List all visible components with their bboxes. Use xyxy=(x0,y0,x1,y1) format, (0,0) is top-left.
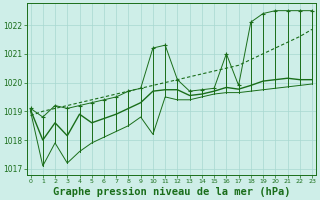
X-axis label: Graphe pression niveau de la mer (hPa): Graphe pression niveau de la mer (hPa) xyxy=(52,186,290,197)
